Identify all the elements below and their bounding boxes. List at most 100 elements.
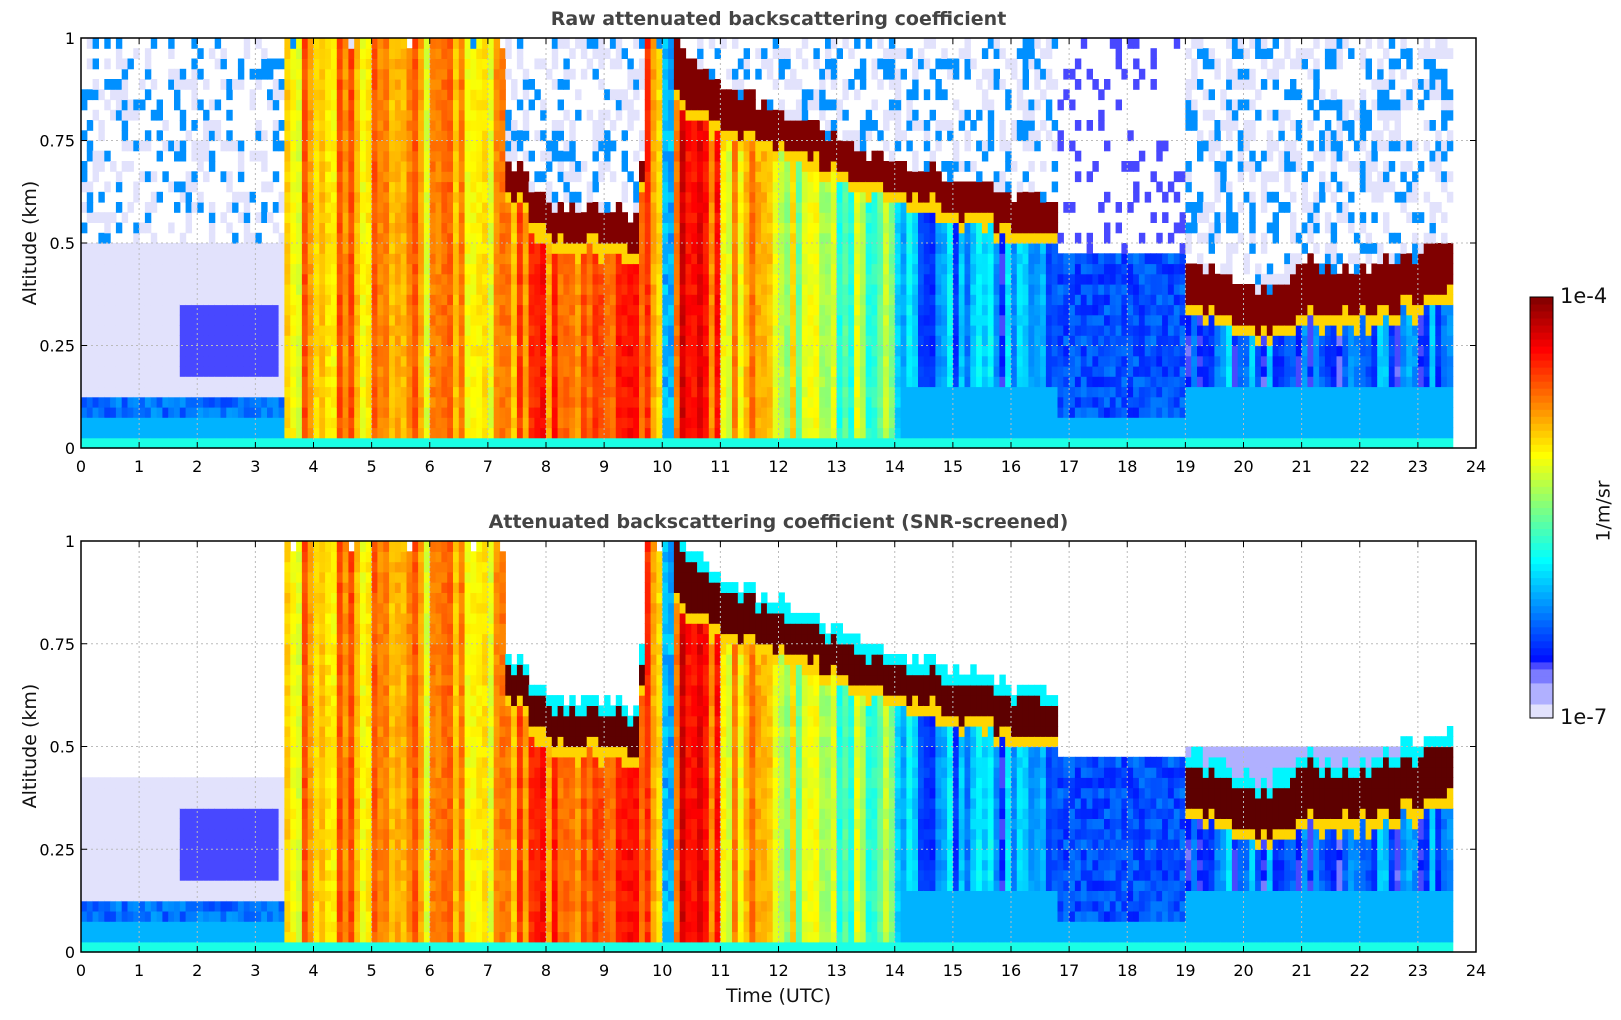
heatmap-cell bbox=[493, 232, 501, 244]
heatmap-cell bbox=[609, 263, 617, 275]
heatmap-cell bbox=[859, 386, 867, 398]
heatmap-cell bbox=[679, 99, 687, 111]
heatmap-cell bbox=[656, 89, 663, 101]
heatmap-cell bbox=[139, 243, 146, 254]
heatmap-cell bbox=[807, 222, 814, 234]
heatmap-cell bbox=[720, 376, 727, 388]
heatmap-cell bbox=[819, 212, 826, 223]
heatmap-cell bbox=[505, 109, 512, 121]
heatmap-cell bbox=[249, 355, 256, 367]
heatmap-cell bbox=[208, 437, 216, 449]
heatmap-cell bbox=[755, 273, 762, 285]
heatmap-cell bbox=[389, 130, 396, 142]
heatmap-cell bbox=[191, 171, 198, 183]
heatmap-cell bbox=[918, 253, 925, 265]
heatmap-cell bbox=[650, 417, 657, 429]
heatmap-cell bbox=[115, 294, 123, 306]
heatmap-cell bbox=[208, 232, 216, 244]
heatmap-cell bbox=[784, 130, 791, 142]
heatmap-cell bbox=[795, 263, 803, 275]
heatmap-cell bbox=[511, 150, 518, 162]
heatmap-cell bbox=[912, 335, 919, 347]
heatmap-cell bbox=[412, 38, 419, 49]
heatmap-cell bbox=[749, 294, 756, 306]
heatmap-cell bbox=[615, 314, 623, 326]
heatmap-cell bbox=[656, 304, 663, 316]
heatmap-cell bbox=[243, 253, 251, 265]
heatmap-cell bbox=[458, 79, 466, 90]
heatmap-cell bbox=[423, 109, 431, 121]
heatmap-cell bbox=[784, 58, 791, 70]
heatmap-cell bbox=[104, 427, 111, 439]
heatmap-cell bbox=[115, 396, 123, 408]
heatmap-cell bbox=[383, 284, 390, 295]
heatmap-cell bbox=[807, 263, 814, 275]
heatmap-cell bbox=[580, 253, 588, 265]
heatmap-cell bbox=[743, 355, 750, 367]
heatmap-cell bbox=[836, 396, 843, 408]
heatmap-cell bbox=[639, 273, 646, 285]
heatmap-cell bbox=[371, 181, 378, 193]
heatmap-cell bbox=[278, 417, 285, 429]
heatmap-cell bbox=[325, 437, 332, 449]
heatmap-cell bbox=[807, 181, 814, 193]
heatmap-cell bbox=[447, 48, 454, 59]
heatmap-cell bbox=[360, 314, 367, 326]
heatmap-cell bbox=[633, 437, 640, 449]
heatmap-cell bbox=[737, 376, 745, 388]
heatmap-cell bbox=[668, 181, 675, 193]
heatmap-cell bbox=[81, 222, 88, 234]
heatmap-cell bbox=[912, 294, 919, 306]
heatmap-cell bbox=[615, 417, 623, 429]
heatmap-cell bbox=[877, 212, 884, 223]
heatmap-cell bbox=[220, 48, 227, 59]
heatmap-cell bbox=[365, 407, 373, 418]
heatmap-cell bbox=[464, 396, 471, 408]
heatmap-cell bbox=[290, 376, 297, 388]
heatmap-cell bbox=[569, 68, 576, 80]
heatmap-cell bbox=[325, 314, 332, 326]
heatmap-cell bbox=[342, 222, 349, 234]
heatmap-cell bbox=[842, 355, 849, 367]
heatmap-cell bbox=[644, 243, 652, 254]
heatmap-cell bbox=[389, 376, 396, 388]
heatmap-cell bbox=[191, 335, 198, 347]
heatmap-cell bbox=[499, 407, 506, 418]
heatmap-cell bbox=[476, 68, 483, 80]
heatmap-cell bbox=[336, 325, 344, 336]
heatmap-cell bbox=[668, 243, 675, 254]
heatmap-cell bbox=[278, 366, 285, 377]
heatmap-cell bbox=[912, 417, 919, 429]
heatmap-cell bbox=[708, 99, 716, 111]
heatmap-cell bbox=[592, 345, 599, 357]
heatmap-cell bbox=[592, 253, 599, 265]
heatmap-cell bbox=[418, 130, 425, 142]
heatmap-cell bbox=[511, 325, 518, 336]
heatmap-cell bbox=[144, 386, 152, 398]
heatmap-cell bbox=[563, 191, 570, 203]
heatmap-cell bbox=[476, 99, 483, 111]
heatmap-cell bbox=[819, 273, 826, 285]
heatmap-cell bbox=[290, 232, 297, 244]
heatmap-cell bbox=[528, 263, 535, 275]
heatmap-cell bbox=[639, 130, 646, 142]
heatmap-cell bbox=[365, 294, 373, 306]
heatmap-cell bbox=[354, 48, 361, 59]
heatmap-cell bbox=[621, 99, 628, 111]
heatmap-cell bbox=[162, 120, 169, 131]
heatmap-cell bbox=[685, 273, 692, 285]
heatmap-cell bbox=[697, 284, 704, 295]
heatmap-cell bbox=[394, 181, 402, 193]
heatmap-cell bbox=[691, 263, 698, 275]
heatmap-cell bbox=[226, 376, 233, 388]
heatmap-cell bbox=[290, 263, 297, 275]
heatmap-cell bbox=[737, 243, 745, 254]
heatmap-cell bbox=[429, 366, 437, 377]
heatmap-cell bbox=[261, 212, 268, 223]
heatmap-cell bbox=[604, 222, 611, 234]
heatmap-cell bbox=[511, 273, 518, 285]
heatmap-cell bbox=[336, 48, 344, 59]
heatmap-cell bbox=[912, 222, 919, 234]
heatmap-cell bbox=[435, 232, 442, 244]
heatmap-cell bbox=[621, 253, 628, 265]
